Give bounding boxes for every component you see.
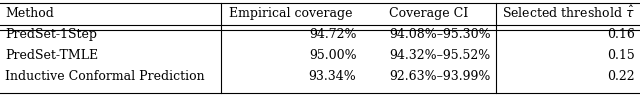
Text: 94.08%–95.30%: 94.08%–95.30%	[389, 28, 491, 41]
Text: PredSet-TMLE: PredSet-TMLE	[5, 49, 99, 62]
Text: 93.34%: 93.34%	[308, 70, 356, 83]
Text: 0.16: 0.16	[607, 28, 635, 41]
Text: 92.63%–93.99%: 92.63%–93.99%	[390, 70, 491, 83]
Text: PredSet-1Step: PredSet-1Step	[5, 28, 97, 41]
Text: 94.32%–95.52%: 94.32%–95.52%	[390, 49, 491, 62]
Text: 95.00%: 95.00%	[309, 49, 356, 62]
Text: Coverage CI: Coverage CI	[389, 7, 468, 20]
Text: Empirical coverage: Empirical coverage	[230, 7, 353, 20]
Text: 0.15: 0.15	[607, 49, 635, 62]
Text: Inductive Conformal Prediction: Inductive Conformal Prediction	[5, 70, 205, 83]
Text: 94.72%: 94.72%	[309, 28, 356, 41]
Text: Method: Method	[5, 7, 54, 20]
Text: 0.22: 0.22	[607, 70, 635, 83]
Text: Selected threshold $\hat{\tau}$: Selected threshold $\hat{\tau}$	[502, 5, 634, 21]
